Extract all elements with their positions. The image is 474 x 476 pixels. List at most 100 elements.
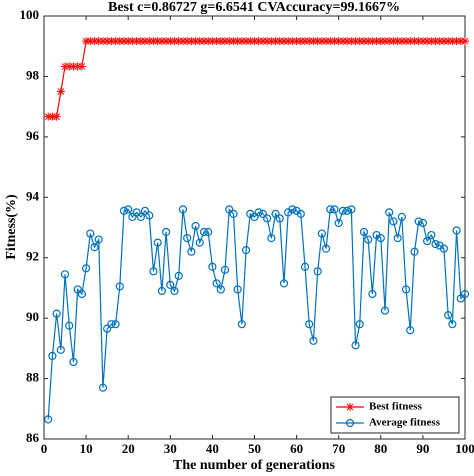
data-point <box>427 37 436 46</box>
data-point <box>410 247 419 256</box>
data-point <box>444 311 453 320</box>
data-point <box>330 37 339 46</box>
data-point <box>225 37 234 46</box>
data-point <box>195 37 204 46</box>
data-point <box>271 209 280 219</box>
data-point <box>98 383 108 392</box>
data-point <box>250 212 259 222</box>
data-point <box>309 336 318 345</box>
data-point <box>82 37 91 46</box>
data-point <box>326 37 335 46</box>
data-point <box>418 218 427 228</box>
data-point <box>427 230 436 240</box>
data-point <box>187 37 196 46</box>
data-point <box>90 243 99 252</box>
data-point <box>166 37 175 46</box>
data-point <box>145 211 154 220</box>
data-point <box>460 289 470 299</box>
legend-box <box>330 396 460 434</box>
data-point <box>65 62 74 71</box>
data-point <box>347 37 356 46</box>
data-point <box>431 37 440 46</box>
data-point <box>393 233 402 243</box>
legend-marker <box>346 403 354 411</box>
data-point <box>452 37 461 46</box>
data-point <box>48 351 57 361</box>
data-point <box>204 37 213 46</box>
data-point <box>301 37 310 46</box>
data-point <box>381 37 390 46</box>
data-point <box>141 37 150 46</box>
x-tick-label: 20 <box>122 441 135 456</box>
data-point <box>364 235 373 244</box>
x-tick-label: 30 <box>164 441 177 456</box>
data-point <box>191 221 200 231</box>
data-point <box>355 37 364 46</box>
data-point <box>254 208 263 217</box>
data-point <box>385 208 394 217</box>
data-point <box>317 37 326 46</box>
data-point <box>204 227 213 237</box>
data-point <box>305 320 314 329</box>
data-point <box>162 37 171 46</box>
data-point <box>98 37 107 46</box>
data-point <box>136 212 145 222</box>
x-tick-label: 40 <box>206 441 219 456</box>
data-point <box>313 267 322 276</box>
data-point <box>288 205 297 214</box>
y-tick-label: 96 <box>26 128 40 143</box>
data-point <box>389 37 398 46</box>
data-point <box>397 37 406 46</box>
data-point <box>431 240 440 249</box>
plot-frame <box>43 15 466 440</box>
data-point <box>60 270 70 279</box>
data-point <box>73 285 82 294</box>
data-point <box>284 37 293 46</box>
data-point <box>77 62 86 71</box>
data-point <box>355 320 364 329</box>
data-point <box>334 37 343 46</box>
data-point <box>418 37 427 46</box>
data-point <box>132 37 141 46</box>
data-point <box>351 37 360 46</box>
data-point <box>136 37 145 46</box>
data-point <box>111 320 120 329</box>
data-point <box>103 37 112 46</box>
data-point <box>48 112 57 121</box>
data-point <box>103 324 112 333</box>
data-point <box>220 265 230 274</box>
data-point <box>368 37 377 46</box>
data-point <box>279 279 289 288</box>
x-tick-label: 100 <box>455 441 474 456</box>
data-point <box>448 320 457 329</box>
data-point <box>296 37 305 46</box>
data-point <box>326 205 335 214</box>
data-point <box>183 37 192 46</box>
data-point <box>237 37 246 46</box>
data-point <box>423 37 432 46</box>
data-point <box>313 37 322 46</box>
data-point <box>61 62 70 71</box>
data-point <box>128 212 137 222</box>
x-tick-label: 50 <box>248 441 261 456</box>
data-point <box>397 212 406 222</box>
data-point <box>199 37 208 46</box>
x-tick-label: 90 <box>416 441 429 456</box>
data-point <box>221 37 230 46</box>
data-point <box>351 341 360 350</box>
data-point <box>359 227 369 237</box>
data-point <box>174 37 183 46</box>
data-point <box>187 247 196 256</box>
data-point <box>267 233 276 243</box>
data-point <box>52 309 61 318</box>
data-point <box>275 37 284 46</box>
x-tick-label: 60 <box>290 441 303 456</box>
data-point <box>359 37 368 46</box>
data-point <box>86 229 95 238</box>
data-point <box>115 37 124 46</box>
data-point <box>107 320 116 329</box>
data-point <box>423 236 432 246</box>
data-point <box>347 205 356 214</box>
data-point <box>452 226 461 235</box>
data-point <box>322 37 331 46</box>
